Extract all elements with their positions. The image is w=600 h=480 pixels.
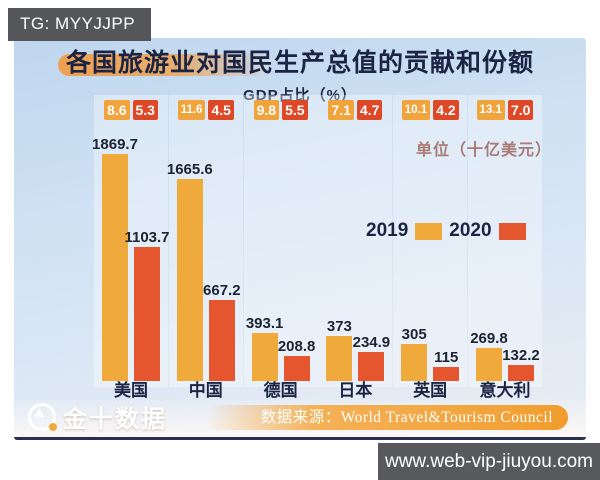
bar-column-2020: 208.8 [278,338,315,381]
bar-value-label: 269.8 [470,330,508,347]
legend-label-2020: 2020 [449,220,492,241]
gdp-share-badge-2020: 4.7 [356,100,383,120]
bar-groups: 8.6 5.3 1869.7 1103.7 美国 11.6 4.5 1665.6 667.2 中国… [92,95,542,403]
gdp-share-badge-2019: 9.8 [253,100,280,120]
bar-column-2020: 1103.7 [124,229,170,381]
gdp-share-subtitle: GDP占比（%） [243,87,357,104]
category-label: 日本 [338,381,373,400]
bar-group: 11.6 4.5 1665.6 667.2 中国 [167,95,243,403]
column-stripe [467,95,542,387]
watermark-url-badge: www.web-vip-jiuyou.com [378,443,600,480]
gdp-share-badge-2019: 8.6 [104,100,130,120]
gdp-share-badge-2020: 4.2 [433,100,459,120]
bar-2019 [326,336,353,381]
gdp-share-badge-2019: 11.6 [177,100,206,120]
gdp-share-badge-2020: 5.5 [282,100,308,120]
bar-value-label: 393.1 [245,315,284,332]
gdp-share-badge-2020: 4.5 [208,100,234,120]
bar-value-label: 234.9 [352,334,391,351]
gdp-share-badge-2020: 5.3 [132,100,158,120]
chart-card: 各国旅游业对国民生产总值的贡献和份额 GDP占比（%） 单位（十亿美元） 201… [14,38,586,440]
bar-value-label: 115 [434,349,459,366]
bar-value-label: 667.2 [203,282,241,299]
bar-column-2020: 234.9 [353,334,390,381]
footer-bar: 金十数据 数据来源：World Travel&Tourism Council [14,400,586,437]
legend: 2019 2020 [366,220,526,242]
category-label: 意大利 [479,381,531,400]
category-label: 美国 [114,381,148,400]
gdp-share-badge-2019: 7.1 [328,100,354,120]
bar-group: 8.6 5.3 1869.7 1103.7 美国 [92,95,170,403]
bars-pair: 1869.7 1103.7 [92,120,170,381]
gdp-share-badge-2019: 13.1 [476,100,505,120]
bar-2020 [208,300,235,381]
category-label: 中国 [188,381,223,400]
gdp-share-badges: 7.1 4.7 [322,100,388,120]
logo-dot-icon [49,422,57,431]
bar-value-label: 1103.7 [124,229,170,246]
brand-name: 金十数据 [63,406,167,433]
bar-2020 [507,365,534,381]
bars-pair: 305 115 [397,120,463,381]
jin10-brand: 金十数据 [28,399,167,434]
bar-group: 7.1 4.7 373 234.9 日本 [318,95,393,403]
gdp-share-badge-2019: 10.1 [401,100,431,120]
bar-2020 [358,352,385,381]
bar-column-2020: 132.2 [502,347,540,381]
bar-column-2019: 393.1 [246,315,283,381]
bars-pair: 393.1 208.8 [246,120,315,381]
title-highlight [57,54,273,76]
bar-2020 [433,367,460,381]
legend-swatch-2019 [415,222,443,240]
bar-value-label: 373 [326,318,352,335]
bar-group: 10.1 4.2 305 115 英国 [393,95,468,403]
bar-column-2019: 373 [326,318,353,381]
tg-contact-badge: TG: MYYJJPP [8,8,152,41]
bar-group: 13.1 7.0 269.8 132.2 意大利 [467,95,542,403]
bar-value-label: 1869.7 [92,136,138,153]
bar-2019 [475,348,502,381]
bar-value-label: 1665.6 [166,161,213,178]
gdp-share-badges: 8.6 5.3 [98,100,164,120]
logo-arrow-icon [33,407,48,422]
gdp-share-badge-2020: 7.0 [507,100,534,120]
bar-column-2020: 667.2 [203,282,241,381]
bars-pair: 373 234.9 [322,120,390,381]
bar-column-2019: 1869.7 [92,136,138,381]
bars-pair: 269.8 132.2 [470,120,540,381]
bar-value-label: 305 [401,326,427,343]
bar-2020 [283,356,310,381]
gdp-share-badges: 13.1 7.0 [472,100,538,120]
bar-2020 [134,247,160,381]
bar-group: 9.8 5.5 393.1 208.8 德国 [243,95,318,403]
bar-2019 [401,344,428,381]
bar-column-2019: 269.8 [470,330,508,381]
bar-column-2019: 305 [401,326,428,381]
gdp-share-badges: 11.6 4.5 [173,100,239,120]
bar-value-label: 208.8 [277,338,316,355]
bars-pair: 1665.6 667.2 [167,120,241,381]
bar-value-label: 132.2 [502,347,540,364]
title-wrap: 各国旅游业对国民生产总值的贡献和份额 [14,43,586,79]
gdp-share-badges: 10.1 4.2 [397,100,463,120]
category-label: 英国 [413,381,448,400]
bar-2019 [251,333,278,381]
gdp-share-badges: 9.8 5.5 [248,100,314,120]
bar-column-2020: 115 [433,349,460,381]
jin10-logo-icon [28,402,57,431]
legend-swatch-2020 [498,222,526,240]
data-source-label: 数据来源：World Travel&Tourism Council [205,405,568,430]
category-label: 德国 [263,381,298,400]
bar-2019 [102,154,128,381]
column-stripe [393,95,468,387]
chart-title: 各国旅游业对国民生产总值的贡献和份额 [57,43,534,79]
bar-2019 [176,179,203,381]
unit-label: 单位（十亿美元） [415,142,552,159]
legend-label-2019: 2019 [366,220,409,241]
bar-column-2019: 1665.6 [167,161,213,381]
